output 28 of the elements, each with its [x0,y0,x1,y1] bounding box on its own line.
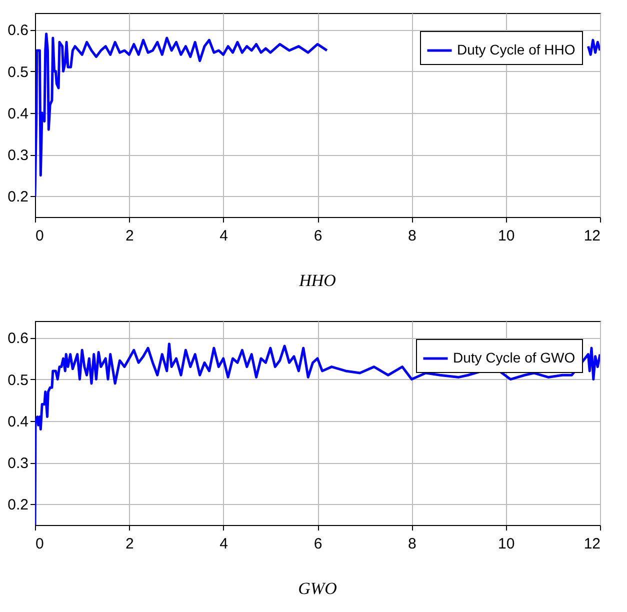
text: HHO [298,271,336,290]
x-tick-label: 2 [125,536,134,552]
legend-label: Duty Cycle of GWO [453,350,576,366]
y-tick-label: 0.3 [8,147,28,164]
y-tick-label: 0.3 [8,455,28,472]
x-tick-label: 0 [36,536,44,552]
y-tick-label: 0.5 [8,64,28,81]
y-tick-label: 0.6 [8,330,28,348]
x-tick-label: 12 [584,228,600,244]
x-tick-label: 8 [408,228,416,244]
y-tick-label: 0.2 [8,496,28,514]
series-label: Duty Cycle of HHO [457,42,576,58]
y-tick-label: 0.6 [8,22,28,40]
y-tick-label: 0.2 [8,188,28,206]
x-tick-label: 4 [220,536,228,552]
text: GWO [298,579,337,598]
y-tick-label: 0.5 [8,372,28,389]
x-tick-label: 8 [408,536,416,552]
x-tick-label: 6 [314,536,322,552]
x-tick-label: 10 [498,228,515,244]
x-tick-label: 4 [220,228,228,244]
x-tick-label: 2 [125,228,134,244]
x-tick-label: 10 [498,536,515,552]
x-tick-label: 12 [584,536,600,552]
y-tick-label: 0.4 [8,413,28,430]
x-tick-label: 0 [36,228,44,244]
x-tick-label: 6 [314,228,322,244]
y-tick-label: 0.4 [8,105,28,122]
